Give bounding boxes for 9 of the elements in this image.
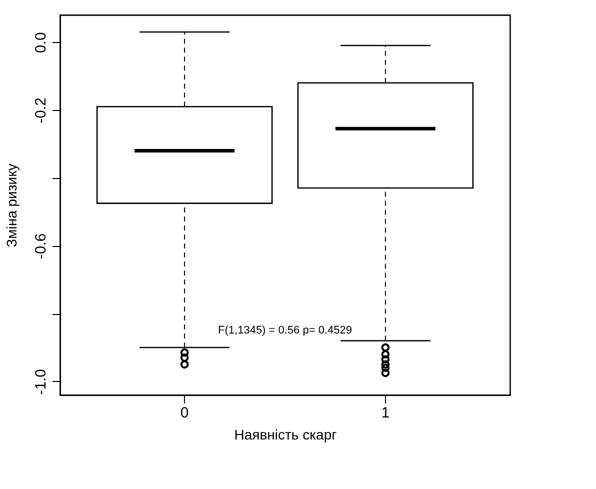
y-tick-label: 0.0 bbox=[32, 32, 50, 54]
x-axis-title: Наявність скарг bbox=[234, 426, 337, 442]
annotation: F(1,1345) = 0.56 p= 0.4529 bbox=[218, 324, 352, 336]
x-tick-label: 1 bbox=[381, 404, 390, 422]
y-axis-title: Зміна ризику bbox=[4, 164, 20, 248]
y-tick-label: -1.0 bbox=[32, 369, 50, 395]
y-tick-label: -0.6 bbox=[32, 233, 50, 260]
x-tick-label: 0 bbox=[180, 404, 189, 422]
y-tick-label: -0.2 bbox=[32, 98, 50, 124]
